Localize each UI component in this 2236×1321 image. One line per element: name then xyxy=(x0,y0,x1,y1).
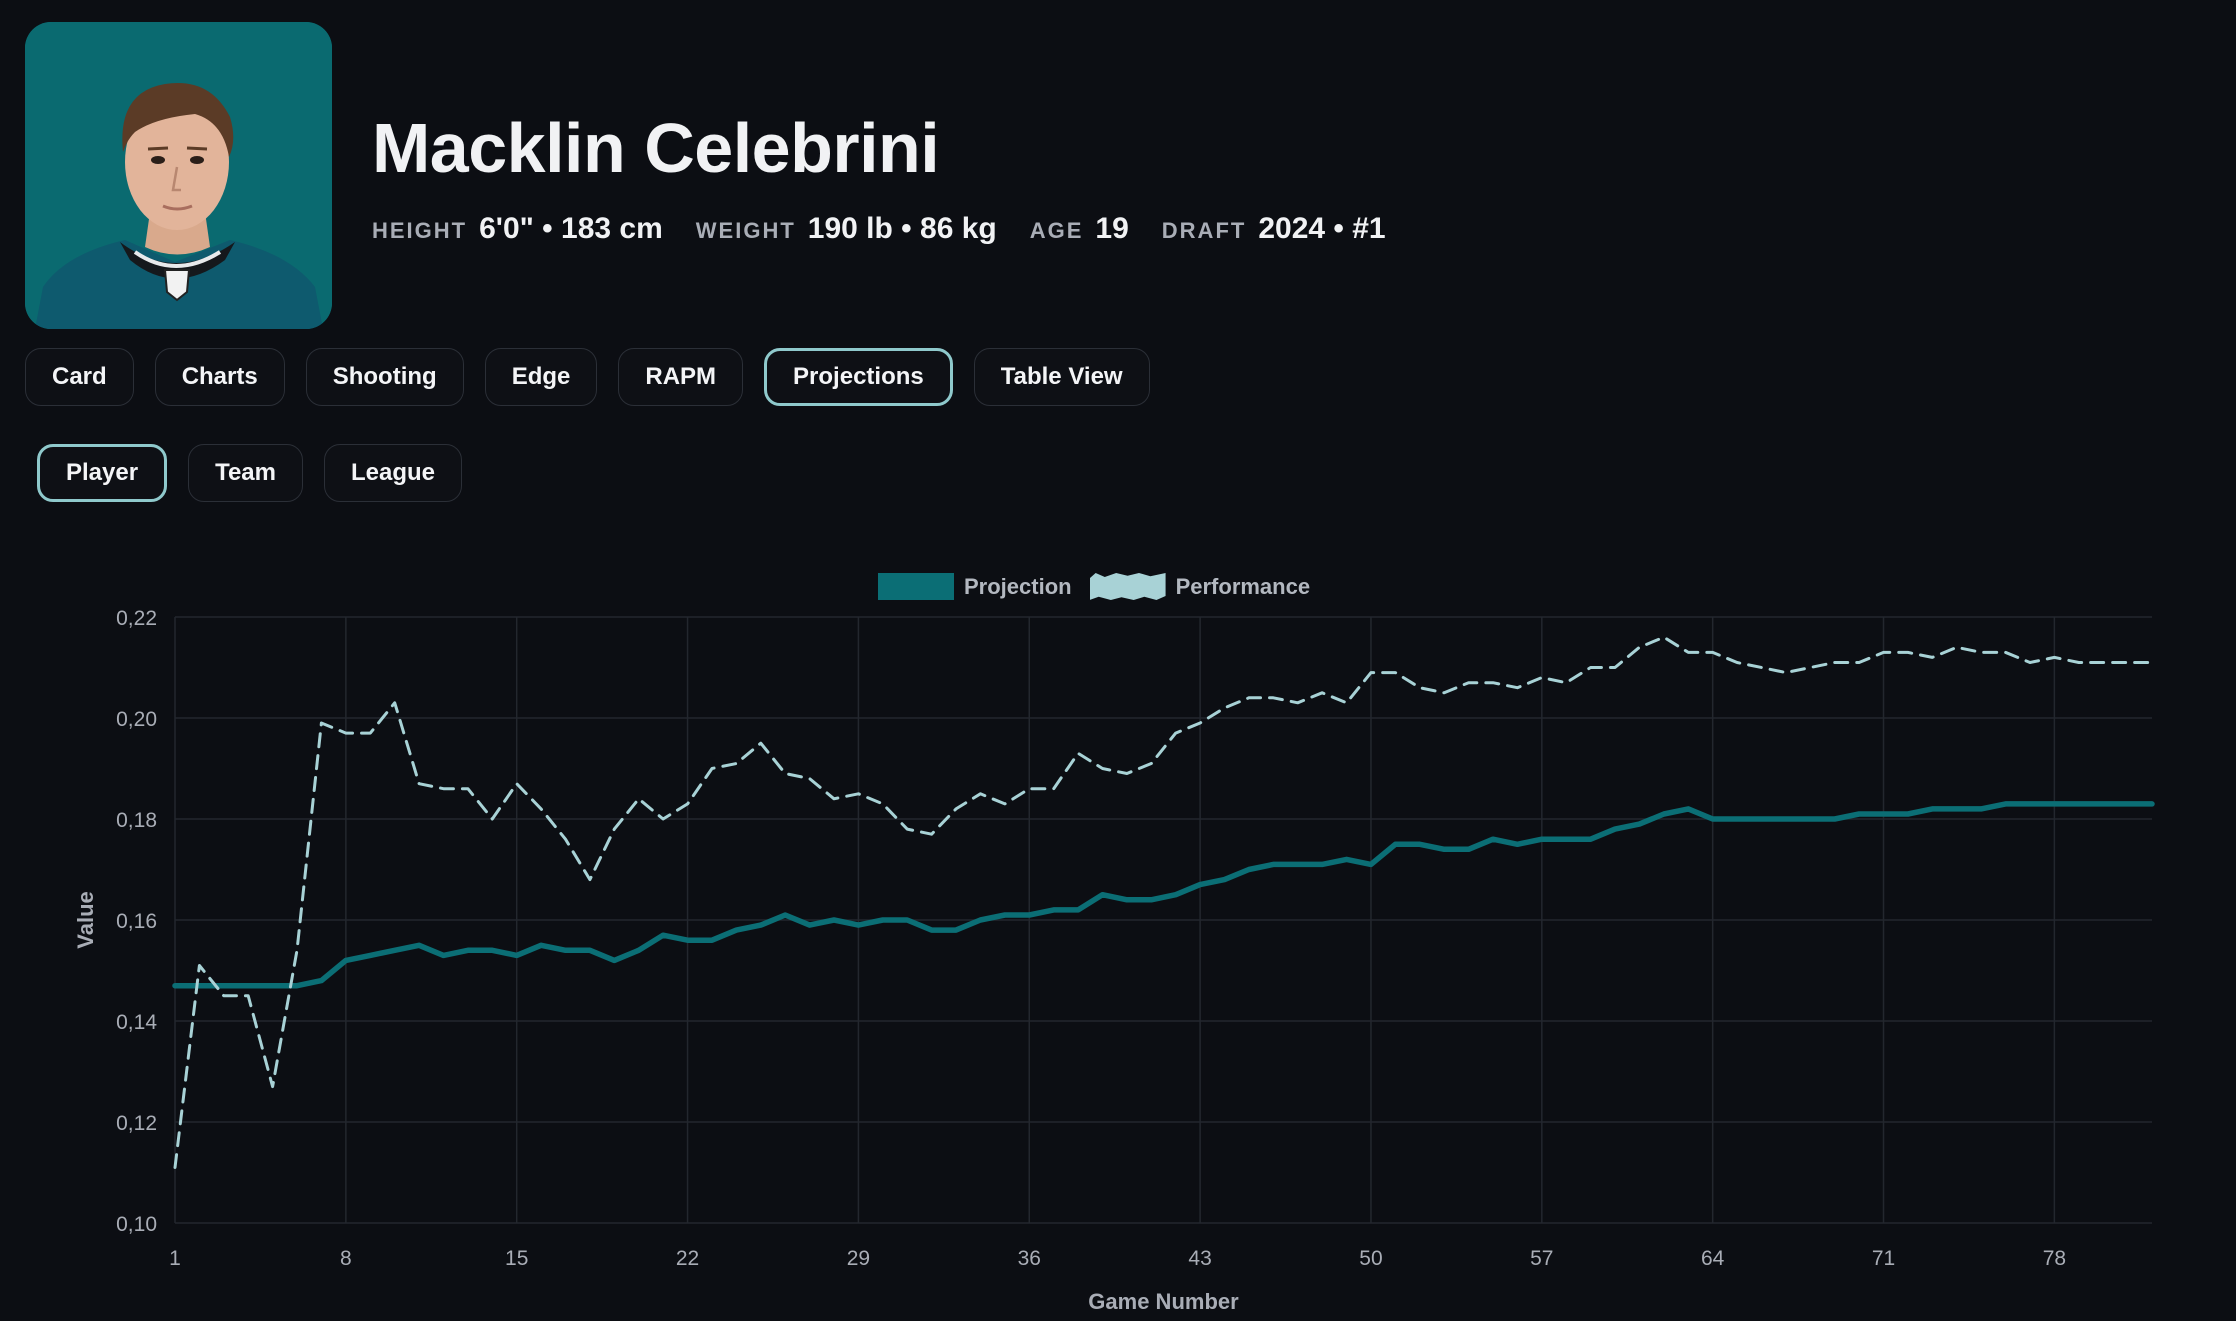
legend-projection-swatch[interactable] xyxy=(878,573,954,600)
y-tick-label: 0,12 xyxy=(116,1112,157,1135)
tab-projections[interactable]: Projections xyxy=(764,348,953,406)
subtab-league[interactable]: League xyxy=(323,444,463,502)
x-tick-label: 8 xyxy=(340,1247,352,1270)
x-tick-label: 36 xyxy=(1018,1247,1041,1270)
y-tick-label: 0,16 xyxy=(116,910,157,933)
x-tick-label: 78 xyxy=(2043,1247,2066,1270)
series-line-performance xyxy=(173,635,2154,1169)
legend-performance-swatch[interactable] xyxy=(1089,573,1166,600)
draft-label: DRAFT xyxy=(1161,218,1247,243)
player-headshot-image xyxy=(25,22,332,329)
projection-scope-tabs: Player Team League xyxy=(37,444,463,502)
legend-projection-label[interactable]: Projection xyxy=(964,573,1072,599)
y-tick-label: 0,22 xyxy=(116,607,157,630)
y-tick-label: 0,18 xyxy=(116,809,157,832)
tab-charts[interactable]: Charts xyxy=(154,348,285,406)
subtab-player[interactable]: Player xyxy=(37,444,168,502)
tab-rapm[interactable]: RAPM xyxy=(618,348,744,406)
player-headshot xyxy=(25,22,332,329)
series-line-projection xyxy=(172,801,2155,989)
x-axis-title: Game Number xyxy=(1088,1289,1239,1314)
draft-value: 2024 • #1 xyxy=(1258,212,1386,245)
x-tick-label: 15 xyxy=(505,1247,528,1270)
height-value: 6'0" • 183 cm xyxy=(479,212,663,245)
x-tick-label: 50 xyxy=(1359,1247,1382,1270)
subtab-team[interactable]: Team xyxy=(188,444,303,502)
y-tick-label: 0,10 xyxy=(116,1213,157,1236)
chart-legend: Projection Performance xyxy=(878,573,1310,600)
player-name: Macklin Celebrini xyxy=(372,109,940,187)
x-tick-label: 57 xyxy=(1530,1247,1553,1270)
height-label: HEIGHT xyxy=(372,218,468,243)
tab-table-view[interactable]: Table View xyxy=(973,348,1150,406)
age-label: AGE xyxy=(1029,218,1084,243)
legend-performance-label[interactable]: Performance xyxy=(1175,573,1311,599)
age-value: 19 xyxy=(1095,212,1129,245)
x-tick-label: 22 xyxy=(676,1247,699,1270)
chart-plot-area: 0,10 0,12 0,14 0,16 0,18 0,20 0,22 1 8 15 22 29 36 43… xyxy=(73,607,2155,1314)
x-tick-label: 1 xyxy=(169,1247,181,1270)
tab-shooting[interactable]: Shooting xyxy=(305,348,464,406)
weight-label: WEIGHT xyxy=(695,218,796,243)
x-tick-label: 71 xyxy=(1872,1247,1895,1270)
x-tick-label: 64 xyxy=(1701,1247,1725,1270)
y-tick-label: 0,14 xyxy=(116,1011,157,1034)
x-tick-label: 29 xyxy=(847,1247,870,1270)
y-axis-title: Value xyxy=(73,891,98,948)
main-tabs: Card Charts Shooting Edge RAPM Projectio… xyxy=(25,348,1150,406)
tab-card[interactable]: Card xyxy=(25,348,134,406)
y-tick-label: 0,20 xyxy=(116,708,157,731)
weight-value: 190 lb • 86 kg xyxy=(807,212,997,245)
tab-edge[interactable]: Edge xyxy=(484,348,598,406)
projection-chart: Projection Performance 0,10 0,12 0,14 0,16 0… xyxy=(0,540,2236,1321)
x-tick-label: 43 xyxy=(1188,1247,1211,1270)
player-bio: HEIGHT 6'0" • 183 cm WEIGHT 190 lb • 86 … xyxy=(372,212,1419,246)
player-header: Macklin Celebrini HEIGHT 6'0" • 183 cm W… xyxy=(25,22,1525,329)
